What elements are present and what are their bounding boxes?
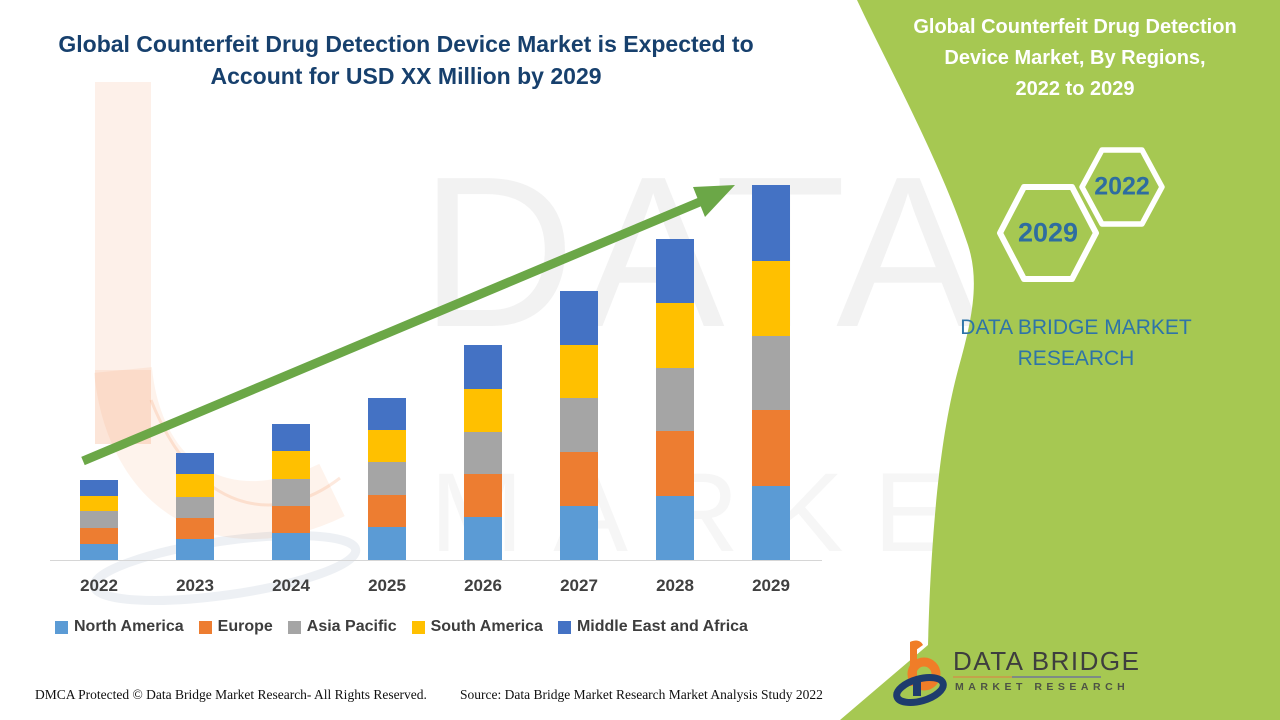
bar-segment-south-america-2028 (656, 303, 694, 368)
x-axis-label-2025: 2025 (368, 576, 406, 595)
x-axis-label-2023: 2023 (176, 576, 214, 595)
bar-segment-europe-2029 (752, 410, 790, 486)
side-panel-brand-line1: DATA BRIDGE MARKET (960, 316, 1192, 339)
legend-label-europe: Europe (217, 618, 273, 635)
bar-segment-asia-pacific-2026 (464, 432, 502, 474)
bar-segment-middle-east-and-africa-2023 (176, 453, 214, 474)
bar-segment-europe-2022 (80, 528, 118, 544)
bar-segment-south-america-2024 (272, 451, 310, 479)
side-panel-title: Global Counterfeit Drug Detection Device… (875, 12, 1275, 105)
hexagon-year-2029: 2029 (1017, 217, 1079, 248)
hexagon-year-2022: 2022 (1094, 172, 1150, 201)
bar-segment-north-america-2027 (560, 506, 598, 560)
legend-item-middle-east-and-africa: Middle East and Africa (557, 618, 748, 636)
legend-swatch-middle-east-and-africa (557, 620, 571, 634)
chart-title-line1: Global Counterfeit Drug Detection Device… (58, 31, 754, 57)
side-panel-title-line2: Device Market, By Regions, (944, 47, 1206, 69)
legend-item-asia-pacific: Asia Pacific (287, 618, 397, 636)
x-axis-label-2024: 2024 (272, 576, 310, 595)
bar-segment-middle-east-and-africa-2029 (752, 185, 790, 261)
legend-label-middle-east-and-africa: Middle East and Africa (576, 618, 748, 635)
legend-item-south-america: South America (411, 618, 543, 636)
bar-segment-south-america-2023 (176, 474, 214, 497)
side-panel-title-line1: Global Counterfeit Drug Detection (913, 16, 1237, 38)
bar-segment-north-america-2026 (464, 517, 502, 560)
bar-segment-europe-2025 (368, 495, 406, 527)
databridge-logo: DATA BRIDGE MARKET RESEARCH (893, 636, 1213, 708)
bar-segment-north-america-2029 (752, 486, 790, 560)
databridge-logo-icon (893, 640, 947, 706)
side-panel-brand-line2: RESEARCH (1017, 347, 1135, 370)
bar-segment-middle-east-and-africa-2026 (464, 345, 502, 389)
legend-swatch-north-america (55, 620, 68, 634)
bar-segment-middle-east-and-africa-2022 (80, 480, 118, 496)
bar-segment-asia-pacific-2023 (176, 497, 214, 518)
bar-segment-asia-pacific-2027 (560, 398, 598, 452)
legend-label-asia-pacific: Asia Pacific (306, 618, 397, 635)
bar-segment-asia-pacific-2025 (368, 462, 406, 495)
chart-title-line2: Account for USD XX Million by 2029 (210, 63, 602, 89)
legend-swatch-europe (198, 620, 212, 634)
legend-item-europe: Europe (198, 618, 273, 636)
x-axis-label-2027: 2027 (560, 576, 598, 595)
databridge-logo-name: DATA BRIDGE (953, 646, 1141, 676)
bar-segment-asia-pacific-2022 (80, 511, 118, 528)
footer-dmca-text: DMCA Protected © Data Bridge Market Rese… (35, 687, 427, 702)
x-axis-label-2022: 2022 (80, 576, 118, 595)
watermark-logo-b (89, 82, 361, 605)
bar-segment-south-america-2025 (368, 430, 406, 462)
bar-segment-europe-2027 (560, 452, 598, 506)
footer-source-text: Source: Data Bridge Market Research Mark… (460, 687, 823, 702)
bar-segment-asia-pacific-2029 (752, 336, 790, 410)
bar-segment-europe-2026 (464, 474, 502, 517)
chart-title: Global Counterfeit Drug Detection Device… (6, 28, 806, 92)
x-axis-label-2026: 2026 (464, 576, 502, 595)
side-panel-title-line3: 2022 to 2029 (1015, 78, 1135, 100)
databridge-logo-subtitle: MARKET RESEARCH (955, 681, 1130, 693)
chart-legend: North America Europe Asia Pacific South Ame… (55, 618, 748, 636)
bar-segment-north-america-2023 (176, 539, 214, 560)
databridge-logo-divider (953, 676, 1101, 678)
legend-swatch-south-america (411, 620, 425, 634)
bar-segment-asia-pacific-2028 (656, 368, 694, 431)
bar-segment-north-america-2024 (272, 533, 310, 560)
bar-segment-middle-east-and-africa-2027 (560, 291, 598, 345)
bar-segment-middle-east-and-africa-2024 (272, 424, 310, 451)
legend-label-north-america: North America (74, 618, 184, 635)
bar-segment-north-america-2025 (368, 527, 406, 560)
bar-segment-south-america-2026 (464, 389, 502, 432)
x-axis-label-2029: 2029 (752, 576, 790, 595)
side-panel-brand: DATA BRIDGE MARKET RESEARCH (945, 312, 1207, 374)
bar-segment-south-america-2029 (752, 261, 790, 336)
watermark-market-text: MARKET RESEARCH (430, 448, 1280, 577)
bar-segment-north-america-2022 (80, 544, 118, 560)
bar-segment-europe-2024 (272, 506, 310, 533)
x-axis-line (50, 560, 822, 561)
bar-segment-asia-pacific-2024 (272, 479, 310, 506)
bar-segment-europe-2023 (176, 518, 214, 539)
legend-item-north-america: North America (55, 618, 184, 636)
bar-segment-north-america-2028 (656, 496, 694, 560)
x-axis-label-2028: 2028 (656, 576, 694, 595)
bar-segment-middle-east-and-africa-2028 (656, 239, 694, 303)
bar-segment-middle-east-and-africa-2025 (368, 398, 406, 430)
bar-segment-south-america-2022 (80, 496, 118, 511)
bar-segment-europe-2028 (656, 431, 694, 496)
bar-segment-south-america-2027 (560, 345, 598, 398)
legend-label-south-america: South America (430, 618, 543, 635)
legend-swatch-asia-pacific (287, 620, 301, 634)
